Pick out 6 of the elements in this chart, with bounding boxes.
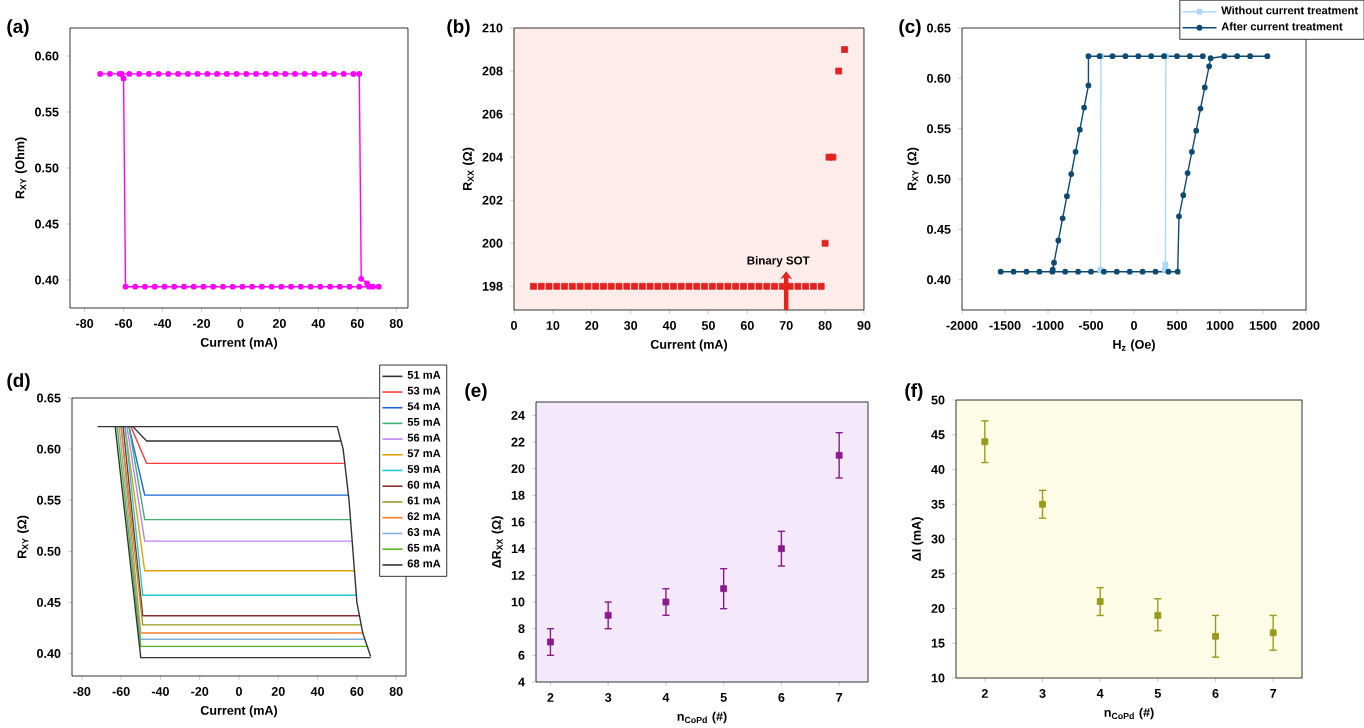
chart-title: (d) — [7, 373, 30, 391]
chart-title: (f) — [905, 383, 923, 401]
chart-title: (a) — [7, 19, 29, 37]
chart-title: (c) — [899, 19, 921, 37]
chart-title: (e) — [465, 383, 487, 401]
chart-title: (b) — [447, 19, 470, 37]
